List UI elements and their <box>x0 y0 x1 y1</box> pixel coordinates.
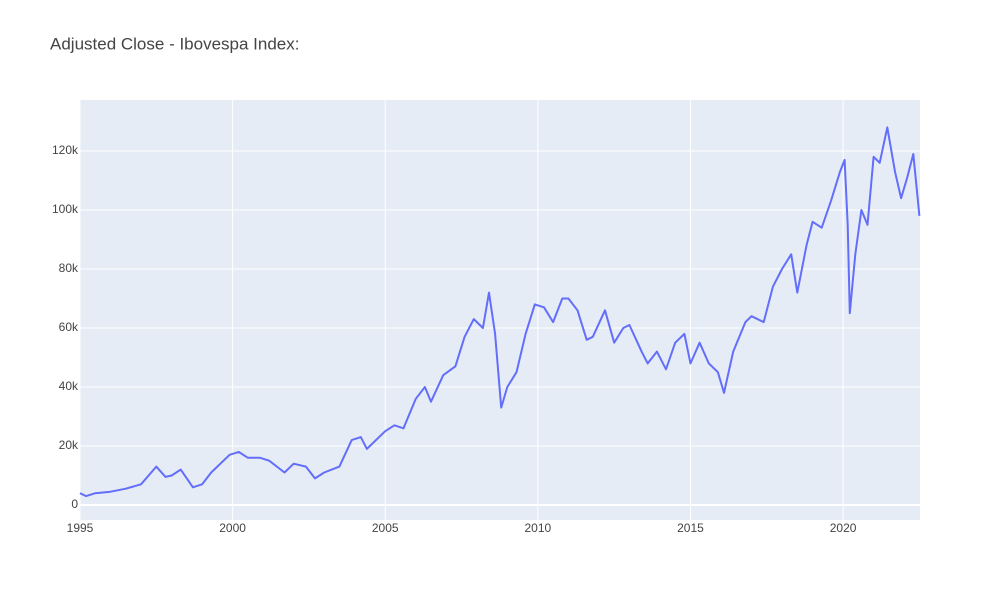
x-tick-label: 2010 <box>524 521 551 535</box>
y-tick-label: 80k <box>59 261 79 275</box>
chart-title: Adjusted Close - Ibovespa Index: <box>50 34 299 53</box>
plot-area <box>80 100 920 520</box>
line-series <box>79 126 921 498</box>
y-tick-label: 60k <box>59 320 79 334</box>
y-tick-label: 120k <box>52 143 79 157</box>
y-tick-label: 0 <box>71 497 78 511</box>
y-tick-label: 40k <box>59 379 79 393</box>
y-tick-label: 100k <box>52 202 79 216</box>
x-tick-label: 1995 <box>67 521 94 535</box>
y-tick-label: 20k <box>59 438 79 452</box>
x-tick-label: 2000 <box>219 521 246 535</box>
x-tick-label: 2015 <box>677 521 704 535</box>
x-tick-label: 2020 <box>830 521 857 535</box>
x-tick-label: 2005 <box>372 521 399 535</box>
